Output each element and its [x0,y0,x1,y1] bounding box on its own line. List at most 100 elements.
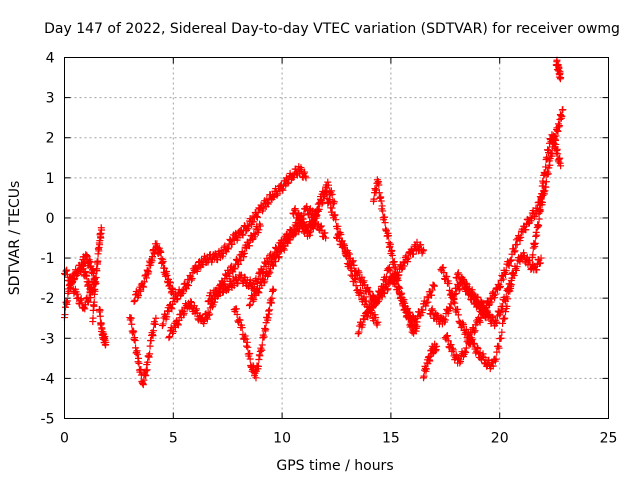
x-tick-label: 15 [382,431,400,447]
data-point [351,275,359,283]
data-point [254,208,262,216]
data-point [279,186,287,194]
data-point [315,205,323,213]
data-point [492,319,500,327]
data-point [501,314,509,322]
data-point [322,234,330,242]
data-point [286,236,294,244]
data-point [354,270,362,278]
data-point [433,342,441,350]
data-point [502,270,510,278]
data-point [260,333,268,341]
data-point [134,350,142,358]
data-point [354,267,362,275]
data-point [284,239,292,247]
x-tick-label: 5 [169,431,178,447]
data-point [243,342,251,350]
data-point [535,221,543,229]
data-point [512,266,520,274]
data-point [259,276,267,284]
data-point [185,282,193,290]
data-point [375,297,383,305]
data-point [239,231,247,239]
data-point [89,314,97,322]
data-point [145,268,153,276]
data-point [440,269,448,277]
data-point [428,286,436,294]
data-point [522,226,530,234]
data-point [398,294,406,302]
data-point [492,285,500,293]
data-point [502,267,510,275]
data-point [248,294,256,302]
data-point [173,296,181,304]
grid-lines [64,57,609,419]
y-tick-label: 4 [46,51,55,67]
data-point [465,340,473,348]
data-point [546,161,554,169]
data-point [328,204,336,212]
data-point [352,282,360,290]
data-point [430,281,438,289]
data-point [467,334,475,342]
data-point [555,122,563,130]
y-axis-label: SDTVAR / TECUs [7,181,23,296]
data-point [322,188,330,196]
data-point [499,302,507,310]
data-point [389,279,397,287]
data-point [496,283,504,291]
data-point [443,332,451,340]
data-point [258,341,266,349]
data-point [383,286,391,294]
data-point [448,288,456,296]
data-point [301,168,309,176]
data-point [364,313,372,321]
data-point [214,292,222,300]
data-point [487,298,495,306]
data-point [284,179,292,187]
data-point [137,287,145,295]
data-point [559,106,567,114]
data-point [188,275,196,283]
data-point [363,312,371,320]
data-point [369,304,377,312]
data-point [449,344,457,352]
x-tick-labels: 0 5 10 15 20 25 [60,431,617,447]
y-tick-label: 0 [46,211,55,227]
data-point [504,286,512,294]
data-point [380,290,388,298]
data-point [413,322,421,330]
data-point [443,272,451,280]
data-point [370,195,378,203]
data-point [517,233,525,241]
data-point [224,245,232,253]
data-point [446,303,454,311]
data-point [264,314,272,322]
data-point [92,273,100,281]
data-point [183,281,191,289]
data-point [158,322,166,330]
data-point [235,260,243,268]
data-point [208,296,216,304]
data-point [242,335,250,343]
data-point [233,310,241,318]
data-point [62,267,70,275]
data-point [454,269,462,277]
data-point [500,315,508,323]
data-point [459,276,467,284]
data-point [505,262,513,270]
data-point [474,344,482,352]
data-points [61,56,567,389]
data-point [203,315,211,323]
data-point [180,309,188,317]
data-point [264,200,272,208]
data-point [465,286,473,294]
y-tick-label: 1 [46,171,55,187]
data-point [558,112,566,120]
data-point [507,282,515,290]
data-point [506,257,514,265]
data-point [420,246,428,254]
data-point [377,197,385,205]
data-point [454,311,462,319]
